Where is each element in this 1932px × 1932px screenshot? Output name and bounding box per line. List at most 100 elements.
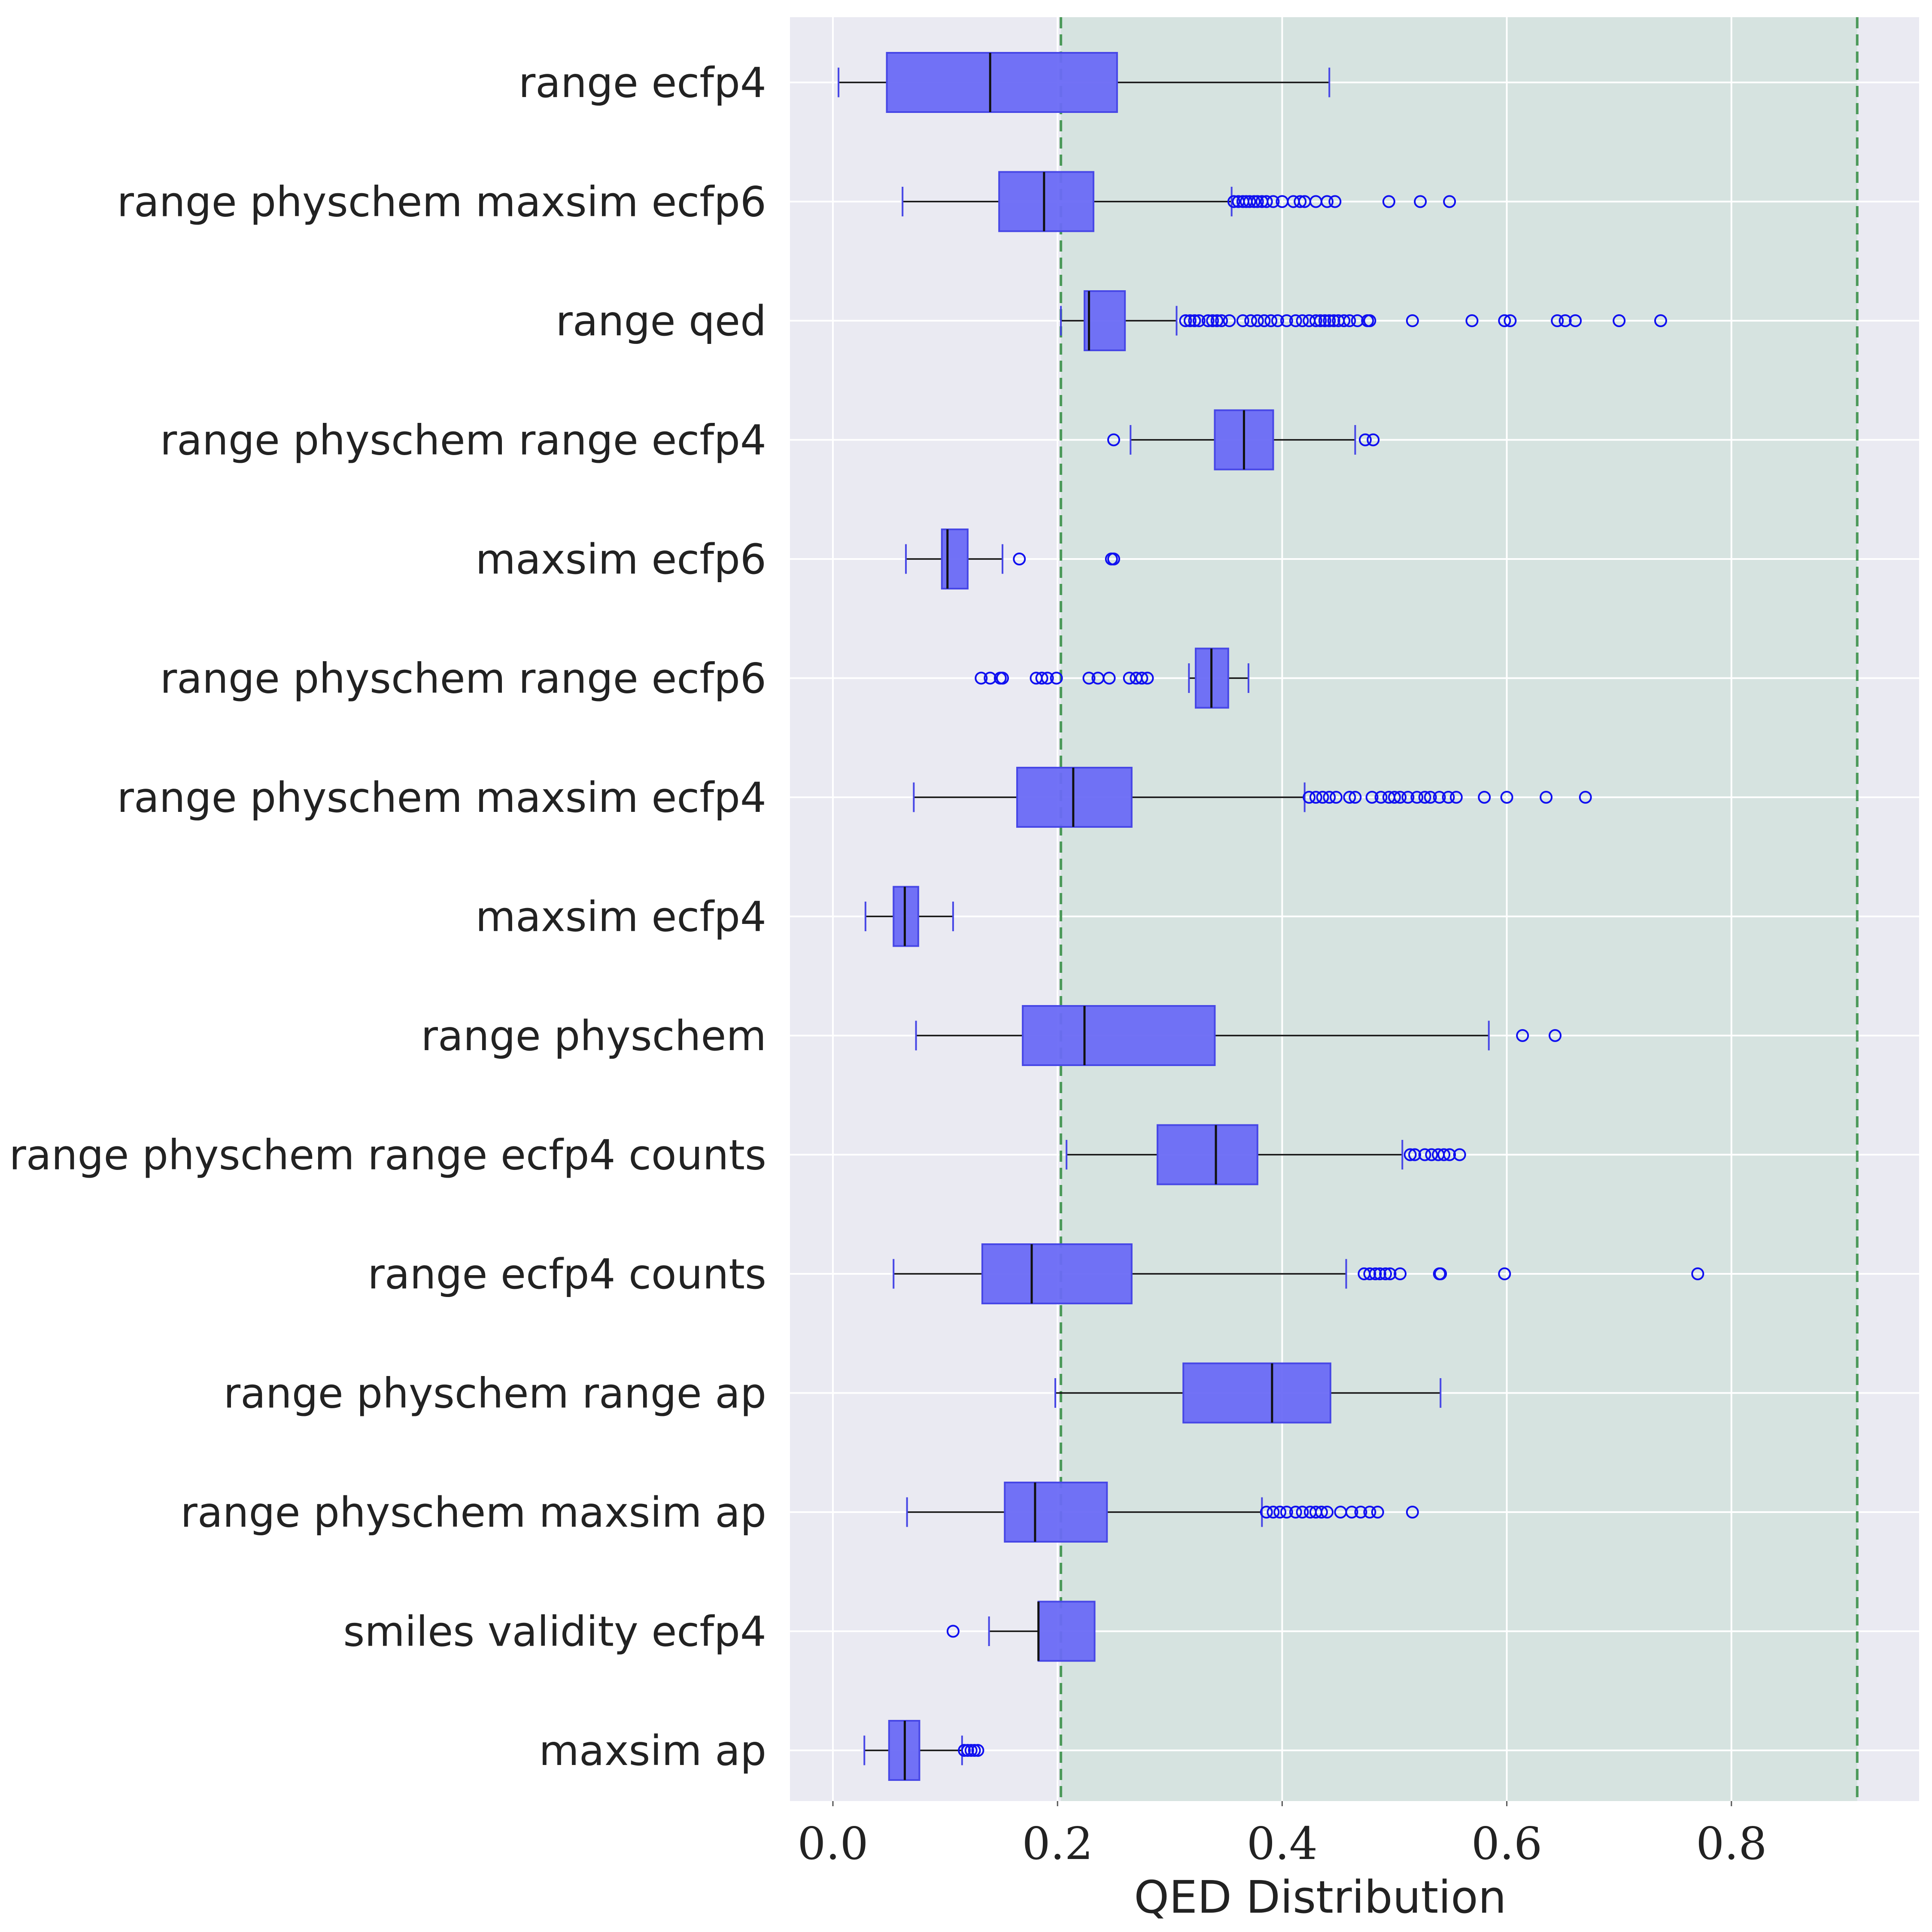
y-tick-label: maxsim ap: [539, 1727, 766, 1775]
outlier-point: [1654, 314, 1667, 327]
outlier-point: [1227, 195, 1240, 208]
y-tick-label: range physchem: [421, 1012, 766, 1060]
x-tick-label: 0.0: [797, 1817, 868, 1870]
y-tick-label: range qed: [556, 297, 766, 345]
outlier-point: [1289, 314, 1302, 327]
outlier-point: [1323, 791, 1336, 804]
box-series: [902, 171, 1456, 232]
box-series: [905, 529, 1120, 589]
outlier-point: [1691, 1267, 1704, 1280]
outlier-point: [1408, 1148, 1422, 1161]
outlier-point: [1258, 314, 1271, 327]
outlier-point: [1394, 791, 1407, 804]
box-series: [838, 52, 1331, 113]
outlier-point: [1267, 1506, 1280, 1519]
outlier-point: [1401, 791, 1415, 804]
box: [893, 886, 919, 947]
box: [1083, 290, 1126, 351]
box-series: [906, 1482, 1419, 1543]
outlier-point: [946, 1625, 960, 1638]
outlier-point: [971, 1744, 984, 1757]
outlier-point: [1280, 314, 1293, 327]
outlier-point: [1192, 314, 1206, 327]
outlier-point: [1434, 1267, 1447, 1280]
outlier-point: [1351, 314, 1364, 327]
outlier-point: [1498, 1267, 1511, 1280]
box: [1022, 1005, 1216, 1066]
outlier-point: [1367, 433, 1380, 447]
outlier-point: [1318, 314, 1331, 327]
box: [1037, 1601, 1096, 1662]
outlier-point: [1551, 314, 1564, 327]
outlier-point: [1549, 1029, 1562, 1042]
outlier-point: [1406, 1506, 1419, 1519]
outlier-point: [1418, 791, 1431, 804]
y-tick-label: maxsim ecfp6: [475, 535, 766, 583]
box: [1182, 1362, 1331, 1424]
x-tick-label: 0.6: [1471, 1817, 1542, 1870]
outlier-point: [1273, 1506, 1287, 1519]
outlier-point: [1294, 195, 1307, 208]
outlier-point: [1013, 553, 1026, 565]
outlier-point: [1309, 314, 1322, 327]
outlier-point: [1363, 1267, 1376, 1280]
outlier-point: [1251, 195, 1264, 208]
box: [941, 529, 969, 589]
outlier-point: [1082, 671, 1096, 685]
x-tick-label: 0.8: [1696, 1817, 1767, 1870]
box: [998, 171, 1094, 232]
outlier-point: [1437, 1148, 1451, 1161]
outlier-point: [1453, 1148, 1466, 1161]
box-series: [1066, 1124, 1466, 1185]
y-tick-label: range physchem range ecfp4: [160, 416, 766, 465]
box-plots: [838, 52, 1704, 1781]
outlier-point: [984, 671, 997, 685]
outlier-point: [1363, 314, 1376, 327]
outlier-point: [1369, 1267, 1382, 1280]
y-tick-label: smiles validity ecfp4: [343, 1608, 766, 1656]
box-series: [863, 1720, 984, 1781]
outlier-point: [1363, 1506, 1376, 1519]
x-axis-title: QED Distribution: [1134, 1871, 1506, 1923]
outlier-point: [1540, 791, 1553, 804]
outlier-point: [1424, 791, 1437, 804]
outlier-point: [1315, 1506, 1328, 1519]
outlier-point: [1365, 791, 1379, 804]
outlier-point: [1579, 791, 1592, 804]
y-tick-label: range physchem range ecfp6: [160, 655, 766, 703]
outlier-point: [1504, 314, 1517, 327]
y-tick-label: range physchem range ap: [224, 1370, 766, 1418]
outlier-point: [1345, 1506, 1358, 1519]
outlier-point: [1343, 314, 1356, 327]
outlier-point: [1371, 1506, 1384, 1519]
outlier-point: [1243, 195, 1256, 208]
outlier-point: [1403, 1148, 1417, 1161]
outlier-point: [1516, 1029, 1529, 1042]
outlier-point: [1267, 195, 1280, 208]
outlier-point: [1343, 791, 1356, 804]
outlier-point: [1188, 314, 1201, 327]
box: [1016, 767, 1133, 828]
outlier-point: [1478, 791, 1491, 804]
outlier-point: [1358, 433, 1372, 447]
box-series: [1054, 1362, 1442, 1424]
outlier-point: [1260, 195, 1273, 208]
y-tick-label: range ecfp4: [519, 59, 766, 107]
outlier-point: [1035, 671, 1048, 685]
x-axis-tick-labels: 0.0 0.2 0.4 0.6 0.8: [797, 1801, 1767, 1870]
outlier-point: [1406, 314, 1419, 327]
box-series: [1060, 290, 1667, 351]
outlier-point: [1280, 1506, 1293, 1519]
outlier-point: [1500, 791, 1513, 804]
box-series: [915, 1005, 1562, 1066]
outlier-point: [1443, 195, 1456, 208]
outlier-point: [1314, 314, 1327, 327]
outlier-point: [975, 671, 988, 685]
outlier-point: [1498, 314, 1511, 327]
outlier-point: [1394, 1267, 1407, 1280]
box: [1004, 1482, 1108, 1543]
outlier-point: [1271, 314, 1284, 327]
outlier-point: [1316, 791, 1329, 804]
outlier-point: [961, 1744, 974, 1757]
outlier-point: [1201, 314, 1215, 327]
